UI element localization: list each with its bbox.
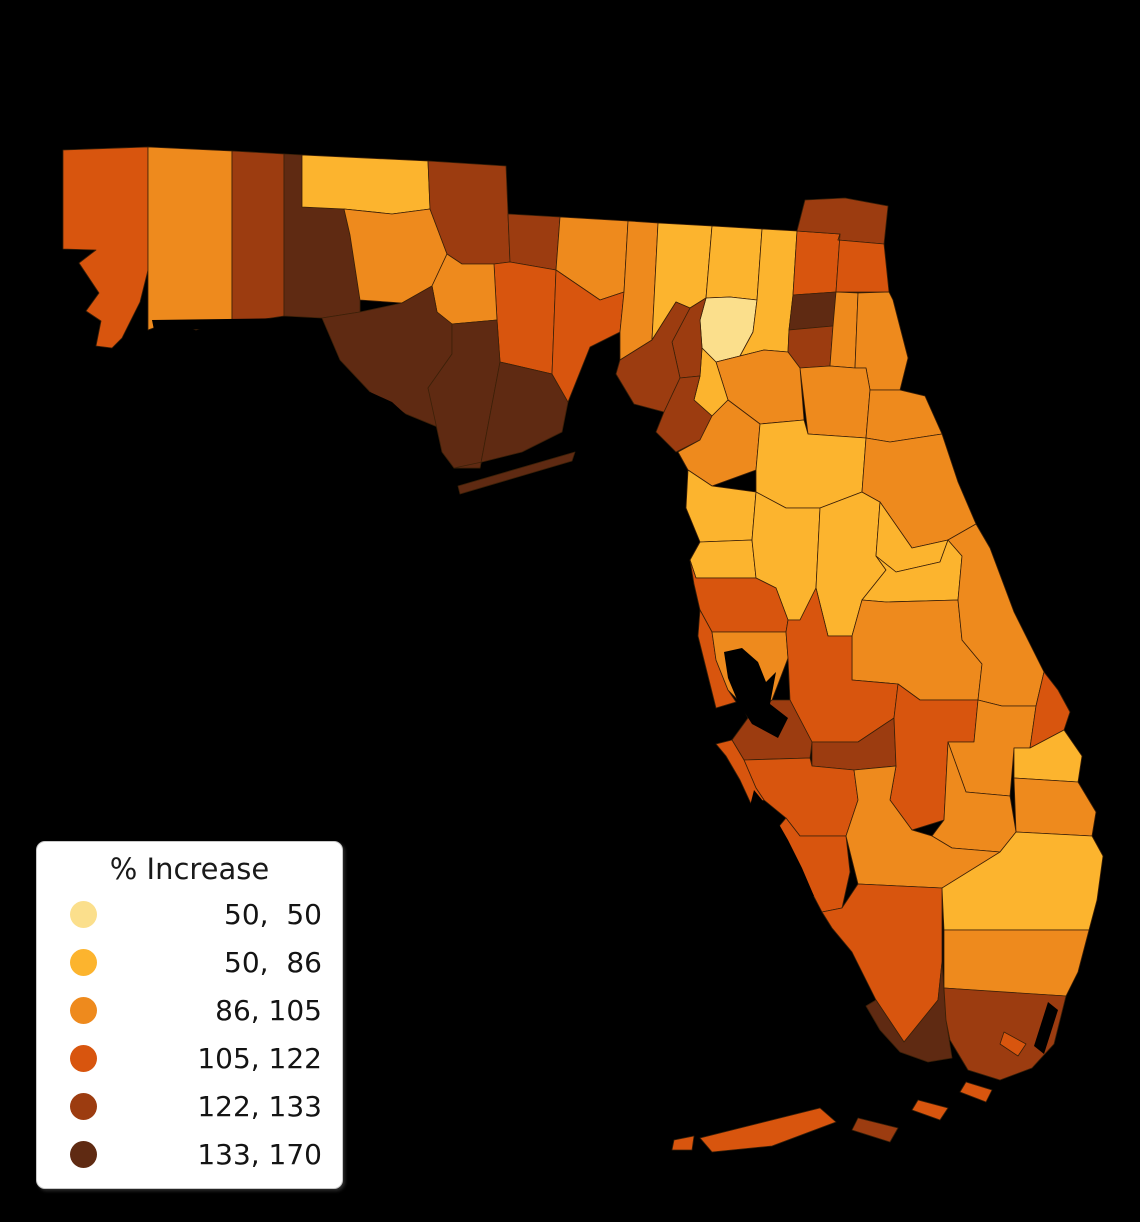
- legend-label: 50, 50: [224, 897, 322, 931]
- county-calhoun: [431, 253, 498, 325]
- county-monroe-keys: [671, 1135, 695, 1151]
- legend-row-0: 50, 50: [37, 890, 342, 938]
- county-monroe-keys: [999, 1031, 1027, 1057]
- county-broward: [943, 929, 1090, 997]
- county-monroe-keys: [959, 1081, 993, 1103]
- water-biscayne-bay: [1034, 1002, 1058, 1054]
- county-liberty: [493, 261, 557, 375]
- county-wakulla: [551, 269, 625, 403]
- county-baker: [792, 230, 841, 296]
- legend-swatch-icon: [70, 900, 97, 928]
- county-escambia: [62, 146, 149, 349]
- county-okaloosa: [231, 150, 285, 321]
- county-monroe: [865, 961, 953, 1063]
- legend-row-2: 86, 105: [37, 986, 342, 1034]
- legend-label: 122, 133: [197, 1089, 322, 1123]
- legend-rows: 50, 50 50, 86 86, 105 105, 122 122, 133 133, …: [37, 890, 342, 1178]
- county-franklin-st-george-island: [457, 451, 576, 495]
- county-flagler: [865, 389, 943, 443]
- county-gadsden: [507, 213, 561, 271]
- water-charlotte-harbor: [750, 790, 814, 900]
- legend-swatch-icon: [70, 996, 97, 1024]
- legend-label: 105, 122: [197, 1041, 322, 1075]
- legend-swatch-icon: [70, 1044, 97, 1072]
- county-okeechobee: [947, 699, 1037, 797]
- legend-row-4: 122, 133: [37, 1082, 342, 1130]
- legend-label: 50, 86: [224, 945, 322, 979]
- county-monroe-keys: [911, 1099, 949, 1121]
- county-martin: [1013, 777, 1097, 837]
- county-monroe-keys: [699, 1107, 837, 1153]
- water-layer: [152, 318, 1058, 1054]
- county-duval: [835, 233, 890, 293]
- water-choctawhatchee-bay: [152, 318, 300, 330]
- water-tampa-bay: [724, 648, 788, 738]
- legend-label: 86, 105: [215, 993, 322, 1027]
- legend-row-5: 133, 170: [37, 1130, 342, 1178]
- legend-swatch-icon: [70, 948, 97, 976]
- county-hernando: [689, 539, 757, 579]
- legend-label: 133, 170: [197, 1137, 322, 1171]
- legend-title: % Increase: [109, 852, 270, 886]
- county-layer: [62, 146, 1104, 1153]
- legend-swatch-icon: [70, 1140, 97, 1168]
- legend-row-3: 105, 122: [37, 1034, 342, 1082]
- legend: % Increase 50, 50 50, 86 86, 105 105, 122 12…: [36, 841, 343, 1189]
- county-holmes: [301, 154, 431, 215]
- county-taylor: [615, 301, 691, 413]
- county-hamilton: [705, 225, 763, 301]
- county-santa-rosa: [147, 146, 233, 331]
- water-st-andrew-bay: [364, 392, 414, 434]
- legend-row-1: 50, 86: [37, 938, 342, 986]
- county-monroe-keys: [851, 1117, 899, 1143]
- county-putnam: [799, 365, 871, 439]
- county-union: [788, 291, 837, 331]
- legend-swatch-icon: [70, 1092, 97, 1120]
